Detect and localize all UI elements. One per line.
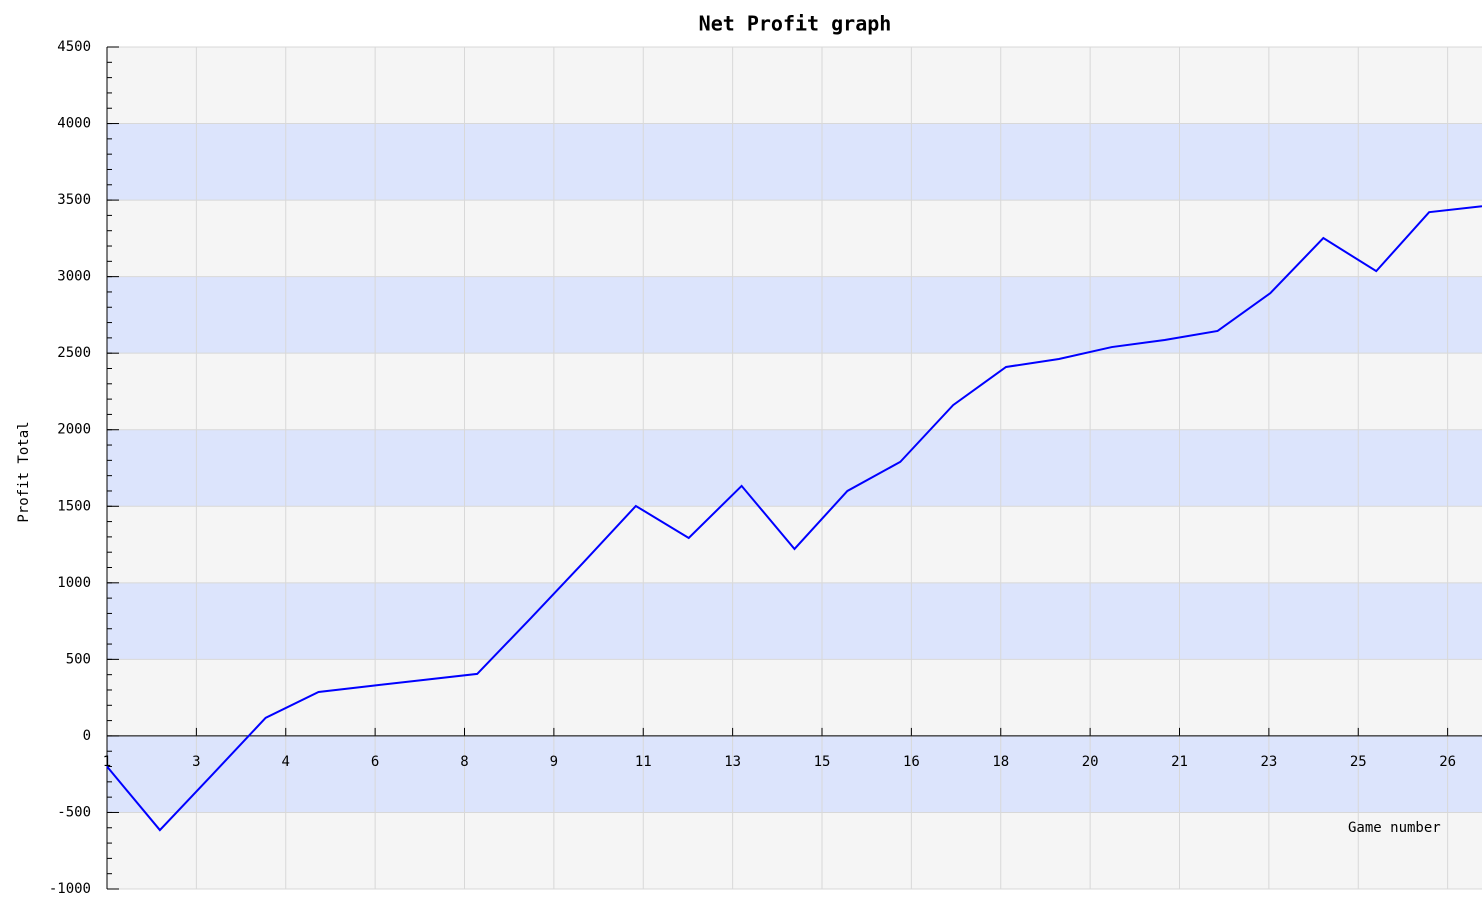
- x-tick-label: 18: [992, 754, 1009, 770]
- x-tick-label: 8: [460, 754, 468, 770]
- x-tick-label: 20: [1082, 754, 1099, 770]
- y-tick-label: -1000: [49, 881, 91, 897]
- x-tick-label: 15: [814, 754, 831, 770]
- band: [107, 582, 1482, 660]
- x-tick-label: 21: [1171, 754, 1188, 770]
- y-tick-label: 4500: [57, 39, 91, 55]
- y-tick-label: 3000: [57, 269, 91, 285]
- y-tick-label: -500: [57, 804, 91, 820]
- x-tick-label: 11: [635, 754, 652, 770]
- y-tick-label: 3500: [57, 192, 91, 208]
- x-tick-label: 23: [1260, 754, 1277, 770]
- x-tick-label: 16: [903, 754, 920, 770]
- y-tick-label: 2000: [57, 422, 91, 438]
- y-tick-label: 1500: [57, 498, 91, 514]
- y-tick-label: 1000: [57, 575, 91, 591]
- x-axis-label: Game number: [1348, 820, 1441, 836]
- band: [107, 735, 1482, 813]
- band: [107, 429, 1482, 507]
- band: [107, 276, 1482, 354]
- y-tick-label: 2500: [57, 345, 91, 361]
- x-tick-label: 3: [192, 754, 200, 770]
- y-axis-label: Profit Total: [16, 421, 32, 522]
- x-tick-label: 25: [1350, 754, 1367, 770]
- x-tick-label: 13: [724, 754, 741, 770]
- y-tick-label: 0: [83, 728, 91, 744]
- line: [106, 205, 1482, 832]
- y-tick-label: 500: [66, 651, 91, 667]
- band: [107, 123, 1482, 201]
- x-tick-label: 4: [282, 754, 290, 770]
- chart-title: Net Profit graph: [699, 12, 892, 36]
- x-tick-label: 6: [371, 754, 379, 770]
- y-tick-label: 4000: [57, 116, 91, 132]
- x-tick-label: 9: [550, 754, 558, 770]
- x-tick-label: 26: [1439, 754, 1456, 770]
